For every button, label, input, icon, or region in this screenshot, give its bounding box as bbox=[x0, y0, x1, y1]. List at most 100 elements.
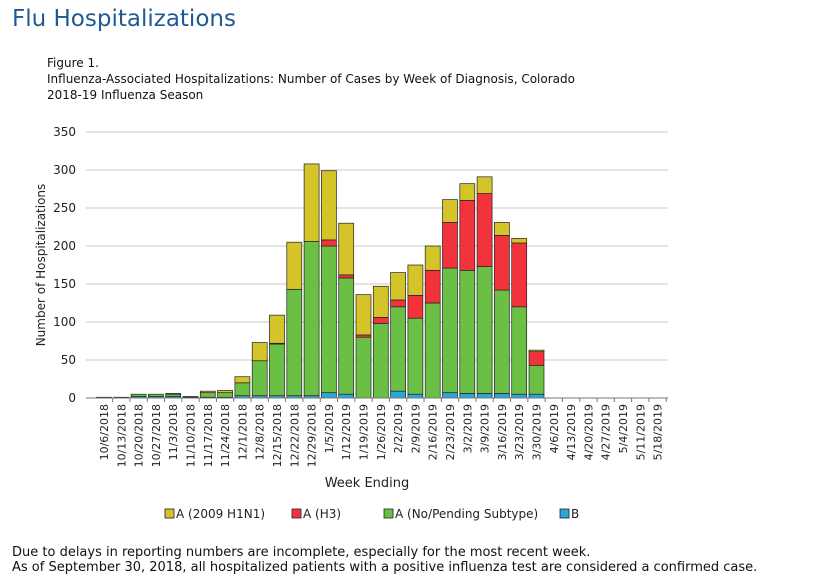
bar-segment-b bbox=[511, 393, 528, 399]
x-tick-label: 3/16/2019 bbox=[496, 404, 509, 460]
bar-segment-h1n1 bbox=[286, 241, 303, 290]
legend-label: B bbox=[571, 507, 579, 521]
bar-segment-no_subtype bbox=[511, 306, 528, 395]
x-tick-label: 4/13/2019 bbox=[565, 404, 578, 460]
bar-segment-no_subtype bbox=[390, 306, 406, 392]
x-tick-label: 1/26/2019 bbox=[375, 404, 388, 460]
bar-segment-h1n1 bbox=[494, 222, 510, 236]
bar-segment-h3 bbox=[321, 239, 337, 247]
bar-segment-no_subtype bbox=[528, 364, 545, 395]
y-tick-label: 250 bbox=[53, 201, 76, 215]
bar-segment-no_subtype bbox=[217, 392, 233, 398]
x-tick-label: 4/27/2019 bbox=[600, 404, 613, 460]
bar-segment-h1n1 bbox=[355, 294, 372, 336]
bar-segment-no_subtype bbox=[459, 269, 476, 394]
bar-segment-b bbox=[459, 393, 476, 399]
x-tick-label: 1/12/2019 bbox=[340, 404, 353, 460]
bar-segment-h3 bbox=[407, 295, 424, 319]
x-tick-label: 2/9/2019 bbox=[409, 404, 422, 453]
bar-segment-h3 bbox=[476, 193, 493, 267]
bar-segment-h1n1 bbox=[165, 393, 182, 395]
x-tick-label: 10/13/2018 bbox=[115, 404, 128, 467]
x-tick-label: 11/17/2018 bbox=[202, 404, 215, 467]
bar-segment-no_subtype bbox=[372, 323, 389, 399]
bar-segment-no_subtype bbox=[251, 360, 268, 397]
bar-segment-no_subtype bbox=[424, 302, 441, 399]
legend-label: A (H3) bbox=[303, 507, 341, 521]
bar-segment-h3 bbox=[442, 222, 458, 269]
y-tick-label: 0 bbox=[68, 391, 76, 405]
x-tick-label: 2/2/2019 bbox=[392, 404, 405, 453]
x-tick-label: 12/29/2018 bbox=[306, 404, 319, 467]
figure-title-line2: 2018-19 Influenza Season bbox=[47, 88, 204, 102]
y-tick-label: 200 bbox=[53, 239, 76, 253]
bar-segment-h3 bbox=[372, 317, 389, 324]
bar-segment-no_subtype bbox=[494, 289, 510, 394]
bar-segment-b bbox=[407, 393, 424, 399]
bar-segment-no_subtype bbox=[199, 392, 216, 398]
bar-segment-b bbox=[476, 393, 493, 399]
bar-segment-h3 bbox=[511, 242, 528, 308]
bar-segment-h1n1 bbox=[217, 390, 233, 394]
bar-segment-b bbox=[321, 392, 337, 399]
x-tick-label: 3/30/2019 bbox=[531, 404, 544, 460]
bar-segment-no_subtype bbox=[355, 336, 372, 399]
y-axis-title: Number of Hospitalizations bbox=[34, 184, 48, 347]
x-tick-label: 3/23/2019 bbox=[513, 404, 526, 460]
bar-segment-h1n1 bbox=[251, 342, 268, 362]
bar-segment-h3 bbox=[390, 299, 406, 308]
y-tick-label: 50 bbox=[61, 353, 76, 367]
legend-swatch bbox=[383, 508, 394, 519]
bar-segment-h1n1 bbox=[303, 163, 320, 242]
bar-segment-h3 bbox=[494, 235, 510, 291]
page-title: Flu Hospitalizations bbox=[12, 6, 236, 32]
bar-segment-b bbox=[390, 390, 406, 399]
legend-swatch bbox=[559, 508, 570, 519]
x-axis-title: Week Ending bbox=[325, 476, 410, 491]
bar-segment-h1n1 bbox=[511, 238, 528, 244]
bar-segment-no_subtype bbox=[321, 245, 337, 394]
x-tick-label: 12/8/2018 bbox=[254, 404, 267, 460]
y-tick-label: 300 bbox=[53, 163, 76, 177]
bar-segment-h1n1 bbox=[459, 183, 476, 201]
y-tick-label: 350 bbox=[53, 125, 76, 139]
legend-label: A (No/Pending Subtype) bbox=[395, 507, 538, 521]
bar-segment-b bbox=[338, 393, 355, 399]
bar-segment-no_subtype bbox=[338, 277, 355, 395]
x-tick-label: 3/9/2019 bbox=[479, 404, 492, 453]
bar-segment-h3 bbox=[424, 269, 441, 304]
footnote-delay: Due to delays in reporting numbers are i… bbox=[12, 545, 591, 560]
bar-segment-h1n1 bbox=[528, 349, 545, 352]
bar-segment-h3 bbox=[459, 200, 476, 271]
bar-segment-b bbox=[494, 393, 510, 399]
bar-segment-b bbox=[528, 393, 545, 399]
x-tick-label: 1/19/2019 bbox=[358, 404, 371, 460]
x-tick-label: 10/6/2018 bbox=[98, 404, 111, 460]
bar-segment-no_subtype bbox=[148, 393, 164, 397]
bar-segment-no_subtype bbox=[407, 317, 424, 395]
x-tick-label: 12/22/2018 bbox=[288, 404, 301, 467]
bar-segment-h3 bbox=[528, 351, 545, 366]
y-tick-label: 100 bbox=[53, 315, 76, 329]
bar-segment-no_subtype bbox=[130, 393, 147, 397]
bar-segment-h1n1 bbox=[424, 245, 441, 271]
bar-segment-b bbox=[442, 392, 458, 399]
bar-segment-no_subtype bbox=[286, 288, 303, 397]
figure-title-line1: Influenza-Associated Hospitalizations: N… bbox=[47, 72, 575, 86]
x-tick-label: 2/23/2019 bbox=[444, 404, 457, 460]
bar-segment-h1n1 bbox=[269, 314, 285, 344]
bar-segment-h1n1 bbox=[321, 170, 337, 241]
x-tick-label: 11/10/2018 bbox=[185, 404, 198, 467]
y-tick-label: 150 bbox=[53, 277, 76, 291]
x-tick-label: 5/11/2019 bbox=[634, 404, 647, 460]
bar-segment-h1n1 bbox=[372, 285, 389, 318]
bar-segment-h1n1 bbox=[338, 222, 355, 276]
bar-segment-no_subtype bbox=[234, 382, 251, 397]
legend-swatch bbox=[291, 508, 302, 519]
footnote-case-definition: As of September 30, 2018, all hospitaliz… bbox=[12, 560, 758, 575]
x-tick-label: 11/24/2018 bbox=[219, 404, 232, 467]
legend-swatch bbox=[164, 508, 175, 519]
legend-label: A (2009 H1N1) bbox=[176, 507, 265, 521]
x-tick-label: 11/3/2018 bbox=[167, 404, 180, 460]
